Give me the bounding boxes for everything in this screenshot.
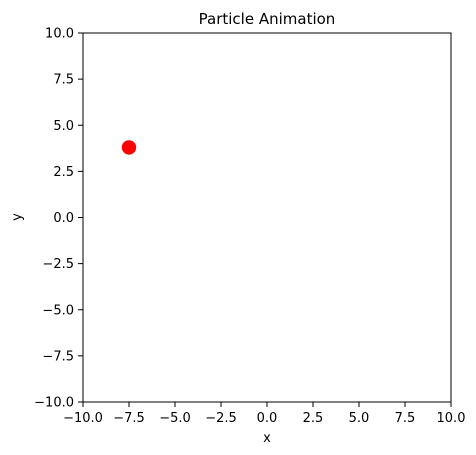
y-tick-label: 0.0 <box>53 211 74 226</box>
y-tick-label: 2.5 <box>53 165 74 180</box>
x-tick-label: 0.0 <box>257 411 278 426</box>
plot-area <box>82 32 452 403</box>
x-axis-label: x <box>263 431 271 446</box>
x-tick-label: 7.5 <box>395 411 416 426</box>
y-axis: −10.0 −7.5 −5.0 −2.5 0.0 2.5 5.0 7.5 10.0 <box>34 27 83 411</box>
y-axis-label: y <box>10 213 25 221</box>
y-tick-label: −7.5 <box>42 349 74 364</box>
x-tick-label: 2.5 <box>303 411 324 426</box>
chart-title: Particle Animation <box>199 10 336 28</box>
y-tick-label: 10.0 <box>45 27 74 42</box>
y-tick-label: −10.0 <box>34 396 74 411</box>
y-tick-label: −5.0 <box>42 303 74 318</box>
x-tick-label: 5.0 <box>349 411 370 426</box>
x-tick-label: −10.0 <box>63 411 103 426</box>
x-tick-label: −5.0 <box>159 411 191 426</box>
x-tick-label: −7.5 <box>113 411 145 426</box>
x-axis: −10.0 −7.5 −5.0 −2.5 0.0 2.5 5.0 7.5 10.0 <box>63 402 465 426</box>
y-tick-label: 7.5 <box>53 73 74 88</box>
x-tick-label: −2.5 <box>205 411 237 426</box>
y-tick-label: 5.0 <box>53 119 74 134</box>
data-points <box>121 140 137 155</box>
particle-point <box>121 140 137 155</box>
y-tick-label: −2.5 <box>42 257 74 272</box>
x-tick-label: 10.0 <box>437 411 466 426</box>
